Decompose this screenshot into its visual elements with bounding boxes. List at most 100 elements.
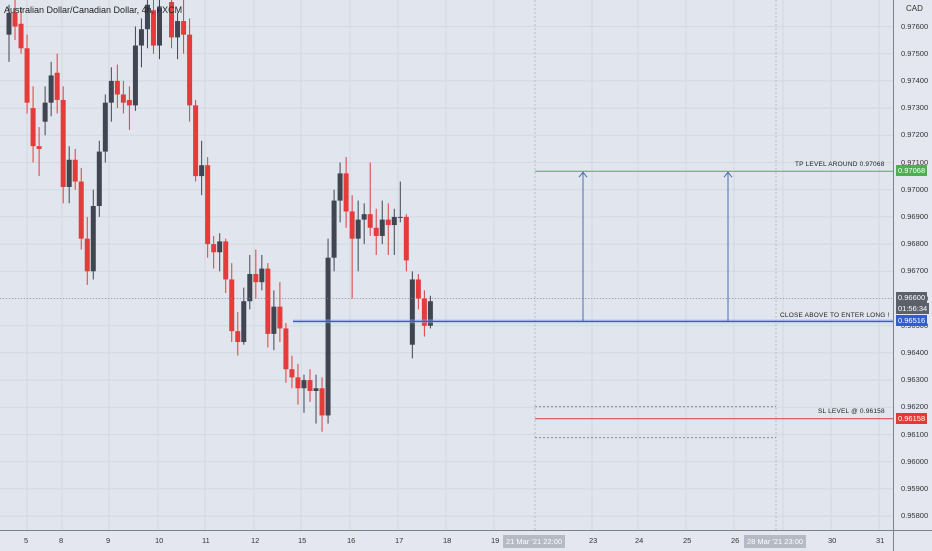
time-tick: 8 [59, 536, 64, 545]
candle [397, 181, 403, 223]
price-tick: 0.96700 [901, 266, 929, 276]
time-tick: 10 [155, 536, 164, 545]
symbol-title: Australian Dollar/Canadian Dollar, 4h, F… [4, 5, 183, 15]
candle-body [397, 216, 403, 218]
chart-area[interactable]: Australian Dollar/Canadian Dollar, 4h, F… [0, 0, 893, 530]
candle [102, 94, 108, 163]
candle [169, 0, 175, 49]
candle [427, 295, 433, 329]
candle [409, 271, 415, 359]
candle-body [66, 159, 72, 187]
candle [78, 167, 84, 250]
candle-body [313, 388, 319, 391]
candle [217, 233, 223, 272]
entry-annotation[interactable]: CLOSE ABOVE TO ENTER LONG ! [780, 312, 890, 319]
time-tick: 15 [298, 536, 307, 545]
candle-body [12, 12, 18, 27]
candle [313, 374, 319, 424]
candle [138, 18, 144, 68]
scale-corner [893, 530, 932, 551]
candle-body [157, 7, 162, 46]
time-tick: 16 [347, 536, 356, 545]
candle-body [78, 181, 84, 239]
time-tick: 25 [683, 536, 692, 545]
candle-body [385, 219, 391, 226]
candle [84, 216, 90, 285]
price-tick: 0.95900 [901, 483, 929, 493]
time-scale[interactable]: 589101112151617181923242526293031 21 Mar… [0, 530, 893, 551]
chart-canvas[interactable] [0, 0, 893, 530]
sl-price-label: 0.96158 [896, 413, 928, 424]
candle-body [144, 4, 150, 30]
candle [193, 99, 199, 182]
candle-body [193, 105, 199, 177]
candle [247, 254, 253, 310]
candle-body [6, 12, 12, 35]
candle-body [36, 146, 42, 149]
tp-arrow-head [578, 171, 588, 178]
candle-body [325, 257, 331, 416]
candle-body [132, 45, 138, 106]
price-tick: 0.96200 [901, 402, 929, 412]
candle-body [181, 21, 187, 35]
tp-annotation[interactable]: TP LEVEL AROUND 0.97068 [795, 161, 885, 168]
candle-body [42, 102, 48, 122]
candle-body [331, 200, 337, 258]
time-tick: 9 [106, 536, 111, 545]
price-tick: 0.96900 [901, 211, 929, 221]
cursor-time-label-end: 28 Mar '21 23:00 [744, 535, 807, 548]
candle [229, 263, 235, 343]
candle [114, 64, 120, 109]
candle [319, 377, 325, 432]
candle-body [271, 306, 277, 334]
price-scale[interactable]: CAD 0.97600 0.97500 0.97400 0.97300 0.97200 0… [893, 0, 932, 530]
candle-body [30, 108, 36, 147]
price-tick: 0.97600 [901, 21, 929, 31]
price-tick: 0.97400 [901, 75, 929, 85]
candle [175, 12, 181, 60]
candle-body [90, 206, 96, 272]
price-tick: 0.97000 [901, 184, 929, 194]
time-tick: 12 [251, 536, 260, 545]
candle-body [421, 298, 427, 326]
candle [18, 7, 24, 54]
candle [331, 189, 337, 272]
candle [307, 369, 313, 402]
candle-body [114, 80, 120, 95]
candle [150, 0, 156, 54]
time-tick: 18 [443, 536, 452, 545]
candle-body [241, 301, 247, 343]
candle-body [301, 380, 307, 389]
candle-body [391, 216, 397, 226]
candle-body [211, 244, 217, 253]
candle-body [102, 102, 108, 152]
current-price-label: 0.96600 [896, 292, 928, 303]
candle-body [361, 214, 367, 220]
candle-body [120, 94, 126, 103]
candle [72, 148, 78, 190]
time-tick: 24 [635, 536, 644, 545]
candle [361, 203, 367, 245]
time-tick: 19 [491, 536, 500, 545]
candle [60, 86, 66, 204]
candle [343, 157, 349, 228]
currency-label: CAD [906, 4, 923, 13]
candle-body [150, 10, 156, 46]
candle [42, 86, 48, 136]
candle-body [138, 29, 144, 46]
candle [132, 26, 138, 111]
candle [241, 287, 247, 345]
candle [349, 195, 355, 299]
drawing-layer [0, 0, 893, 530]
candle-body [307, 380, 313, 391]
candle [30, 86, 36, 163]
time-tick: 5 [24, 536, 29, 545]
time-tick: 30 [828, 536, 837, 545]
candle-body [295, 377, 301, 389]
price-tick: 0.95800 [901, 511, 929, 521]
price-tick: 0.96800 [901, 239, 929, 249]
sl-annotation[interactable]: SL LEVEL @ 0.96158 [818, 408, 885, 415]
candle [157, 0, 162, 60]
candle-body [54, 72, 60, 100]
candle-body [199, 165, 205, 177]
